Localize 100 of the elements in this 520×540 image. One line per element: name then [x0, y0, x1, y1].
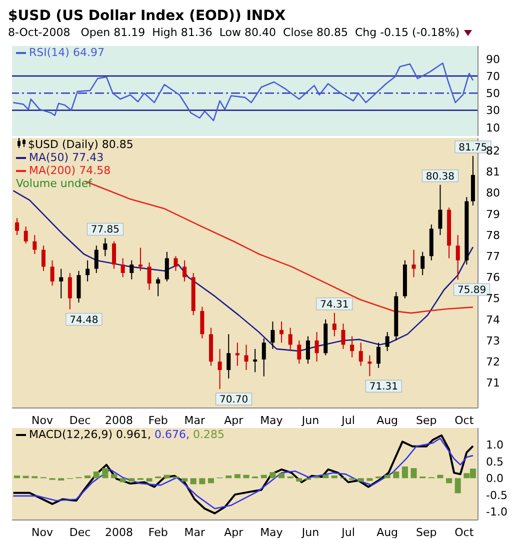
- y-tick-label: 77: [486, 250, 500, 264]
- y-tick-label: 73: [486, 334, 500, 348]
- y-tick-label: 74: [486, 313, 500, 326]
- text: 0.285: [192, 428, 225, 441]
- candlestick: [120, 258, 125, 278]
- candlestick: [182, 260, 187, 282]
- chart-title: $USD (US Dollar Index (EOD)) INDX: [8, 8, 287, 24]
- x-tick-label: Nov: [31, 414, 54, 427]
- y-tick-label: 82: [486, 144, 500, 158]
- x-tick-label: Nov: [31, 526, 54, 539]
- candlestick: [218, 348, 222, 390]
- annotation: 70.70: [219, 394, 248, 406]
- bar: [14, 476, 20, 478]
- candlestick: [385, 332, 390, 352]
- bar: [226, 476, 232, 478]
- y-tick-label: 30: [486, 104, 500, 118]
- bar: [208, 478, 214, 484]
- x-tick-label: Mar: [184, 414, 206, 427]
- candlestick: [76, 270, 81, 304]
- x-tick-label: Oct: [454, 526, 474, 539]
- bar: [366, 478, 373, 481]
- y-tick-label: 0.0: [486, 472, 504, 486]
- y-tick-label: 75: [486, 292, 500, 306]
- bar: [260, 474, 267, 478]
- candlestick: [15, 218, 20, 236]
- x-tick-label: Feb: [148, 414, 168, 427]
- candlestick: [138, 247, 142, 272]
- x-tick-label: Feb: [148, 526, 168, 539]
- x-tick-label: May: [260, 526, 284, 539]
- annotation: Volume undef: [16, 177, 94, 190]
- bar: [93, 471, 100, 478]
- candlestick: [341, 323, 346, 350]
- chart-subtitle: 8-Oct-2008 Open 81.19 High 81.36 Low 80.40 Close 80.85 Chg -0.15 (-0.18%): [8, 26, 461, 39]
- bar: [278, 473, 285, 478]
- bar: [296, 478, 302, 482]
- candlestick: [438, 184, 442, 236]
- candlestick: [50, 260, 54, 286]
- bar: [410, 468, 417, 478]
- legend-label: MA(200) 74.58: [28, 164, 112, 177]
- x-tick-label: Oct: [454, 414, 474, 427]
- text: 0.676,: [154, 428, 190, 441]
- legend-label: MA(50) 77.43: [28, 151, 105, 164]
- x-tick-label: 2008: [105, 526, 134, 539]
- y-tick-label: 10: [486, 121, 500, 134]
- candlestick: [332, 312, 336, 337]
- bar: [234, 474, 240, 478]
- bar: [58, 478, 64, 481]
- candlestick: [226, 334, 231, 379]
- bar: [402, 466, 408, 478]
- candlestick: [420, 251, 425, 276]
- candlestick: [314, 332, 319, 362]
- x-tick-label: Sep: [416, 414, 437, 427]
- candlestick: [253, 348, 258, 373]
- y-tick-label: 78: [486, 228, 500, 242]
- bar: [331, 476, 338, 478]
- annotation: 81.75: [458, 142, 488, 154]
- bar: [102, 468, 108, 478]
- candlestick: [456, 234, 460, 280]
- y-tick-label: 50: [486, 87, 500, 100]
- bar: [446, 478, 452, 484]
- x-tick-label: Jun: [300, 526, 320, 539]
- y-tick-label: 90: [486, 52, 500, 66]
- bar: [146, 478, 152, 482]
- candlestick: [32, 234, 37, 255]
- x-tick-label: Apr: [224, 414, 244, 427]
- candlestick: [68, 272, 72, 310]
- x-tick-label: Jul: [340, 526, 355, 539]
- bar: [393, 471, 400, 478]
- x-tick-label: Dec: [69, 414, 91, 427]
- candlestick: [112, 240, 116, 270]
- y-tick-label: 81: [486, 166, 500, 179]
- candlestick: [358, 342, 363, 366]
- candlestick: [59, 268, 64, 299]
- bar: [111, 474, 118, 478]
- bar: [358, 478, 364, 482]
- y-tick-label: 80: [486, 186, 500, 200]
- bar: [384, 474, 390, 478]
- bar: [182, 478, 188, 482]
- candlestick: [103, 238, 108, 257]
- y-tick-label: 76: [486, 271, 500, 284]
- y-tick-label: 79: [486, 208, 500, 221]
- annotation: 74.48: [70, 314, 98, 326]
- candlestick: [147, 262, 152, 290]
- bar: [270, 472, 276, 478]
- candlestick: [174, 256, 178, 272]
- candlestick: [262, 338, 266, 377]
- candlestick: [164, 251, 169, 282]
- bar: [190, 478, 196, 484]
- candlestick: [270, 321, 275, 350]
- annotation: 75.89: [458, 285, 486, 296]
- bar: [437, 474, 444, 478]
- y-tick-label: -0.5: [486, 488, 508, 502]
- y-tick-label: 0.5: [486, 455, 504, 468]
- candlestick: [24, 226, 28, 244]
- x-tick-label: Sep: [416, 526, 437, 539]
- candlestick: [156, 276, 160, 297]
- legend-label: MACD(12,26,9) 0.961,: [28, 428, 152, 441]
- x-tick-label: Dec: [69, 526, 91, 539]
- candlestick: [280, 321, 284, 344]
- bar: [454, 478, 461, 494]
